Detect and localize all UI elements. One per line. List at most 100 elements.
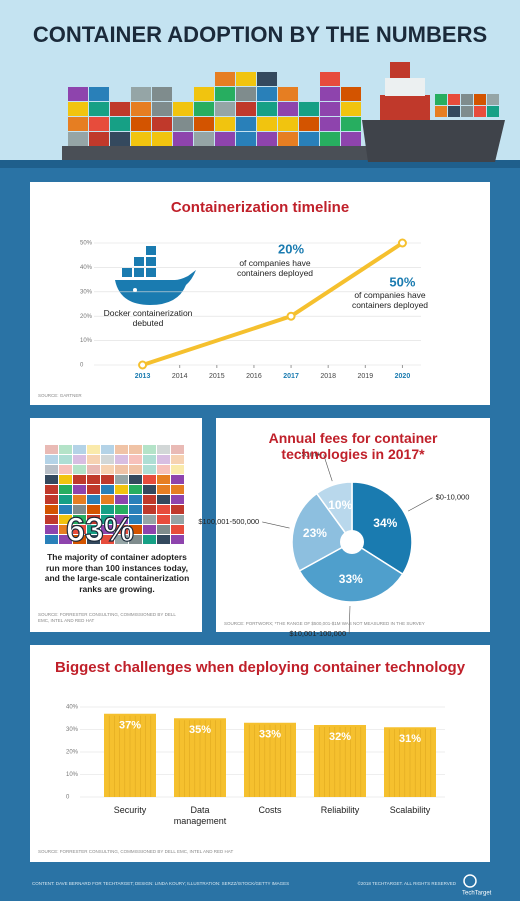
tile — [59, 475, 72, 484]
slice-label: $0-10,000 — [436, 493, 470, 502]
tile — [87, 525, 100, 534]
panel — [30, 182, 490, 405]
tile — [115, 475, 128, 484]
container — [194, 87, 214, 101]
tile — [157, 515, 170, 524]
x-tick-label: 2013 — [135, 373, 151, 380]
container — [215, 117, 235, 131]
container — [435, 94, 447, 105]
container — [110, 102, 130, 116]
containers — [68, 72, 499, 146]
tile — [87, 465, 100, 474]
tile — [129, 535, 142, 544]
tile — [87, 495, 100, 504]
tile — [171, 465, 184, 474]
container — [448, 94, 460, 105]
tile — [157, 535, 170, 544]
tile — [45, 525, 58, 534]
container — [236, 87, 256, 101]
whale-icon — [115, 246, 196, 305]
tile — [129, 455, 142, 464]
container — [131, 117, 151, 131]
x-tick-label: 2019 — [358, 373, 374, 380]
value-label: 33% — [259, 729, 281, 741]
tile — [143, 495, 156, 504]
tile — [101, 465, 114, 474]
ship-hull — [362, 120, 505, 162]
container — [215, 72, 235, 86]
container — [474, 106, 486, 117]
tile — [143, 465, 156, 474]
container — [341, 117, 361, 131]
annotation: of companies have containers deployed — [351, 290, 429, 310]
annotation: of companies have containers deployed — [236, 258, 314, 278]
tile — [129, 505, 142, 514]
container — [299, 102, 319, 116]
tile — [143, 475, 156, 484]
tile — [59, 515, 72, 524]
tile — [45, 465, 58, 474]
slice-label: $1m+ — [302, 449, 322, 458]
tile — [59, 465, 72, 474]
tile — [101, 505, 114, 514]
copyright: ©2018 TECHTARGET. ALL RIGHTS RESERVED — [358, 880, 457, 886]
brand: TechTarget — [462, 891, 492, 897]
tile — [115, 535, 128, 544]
tile — [101, 515, 114, 524]
tile — [171, 525, 184, 534]
slice — [315, 481, 353, 545]
y-tick-label: 0 — [66, 795, 70, 801]
tile — [101, 455, 114, 464]
x-tick-label: 2017 — [283, 373, 299, 380]
container — [341, 132, 361, 146]
ship-cabin — [385, 78, 425, 96]
x-tick-label: Scalability — [389, 805, 431, 815]
container — [278, 87, 298, 101]
tile — [129, 495, 142, 504]
x-tick-label: 2016 — [246, 373, 262, 380]
container — [320, 102, 340, 116]
container — [131, 132, 151, 146]
y-tick-label: 40% — [80, 265, 93, 271]
container — [131, 102, 151, 116]
tile — [171, 445, 184, 454]
tile — [101, 495, 114, 504]
tile — [171, 515, 184, 524]
x-tick-label: Reliability — [320, 805, 360, 815]
leader — [262, 521, 290, 529]
tile — [45, 495, 58, 504]
chart-title: Biggest challenges when deploying contai… — [55, 659, 466, 676]
container — [89, 132, 109, 146]
tile — [87, 485, 100, 494]
tile — [101, 475, 114, 484]
value-label: 20% — [278, 241, 304, 256]
tile — [73, 445, 86, 454]
tile — [143, 445, 156, 454]
container — [341, 87, 361, 101]
tile — [45, 535, 58, 544]
container — [236, 117, 256, 131]
container — [194, 117, 214, 131]
dock — [62, 146, 368, 160]
tile — [45, 475, 58, 484]
container — [215, 132, 235, 146]
y-tick-label: 40% — [66, 705, 79, 711]
tile — [45, 445, 58, 454]
tile — [129, 515, 142, 524]
container — [236, 72, 256, 86]
container — [257, 117, 277, 131]
value-label: 23% — [303, 526, 327, 540]
container — [68, 102, 88, 116]
tile — [115, 445, 128, 454]
point — [286, 311, 296, 321]
value-label: 34% — [373, 516, 397, 530]
tile — [157, 525, 170, 534]
y-tick-label: 20% — [80, 314, 93, 320]
container — [68, 117, 88, 131]
tile — [115, 455, 128, 464]
container — [487, 106, 499, 117]
tile — [115, 525, 128, 534]
x-tick-label: 2018 — [320, 373, 336, 380]
ship-funnel — [390, 62, 410, 78]
